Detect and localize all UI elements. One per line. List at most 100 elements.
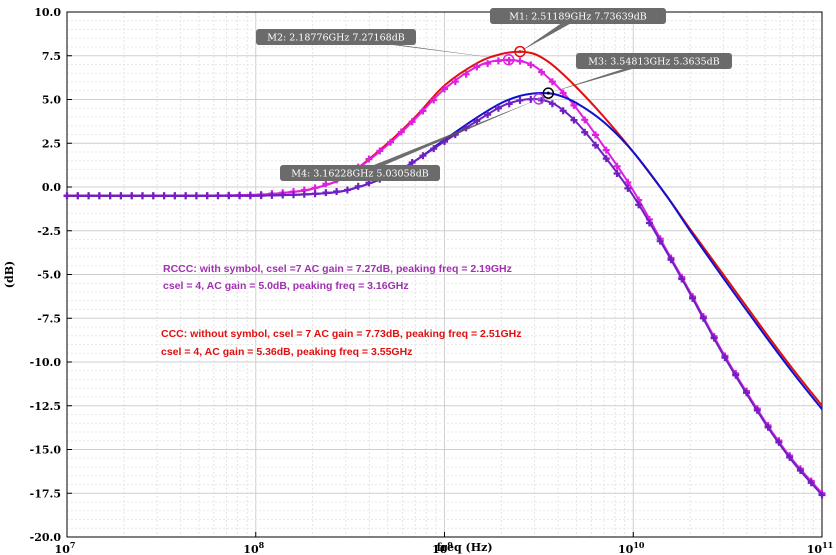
series-symbol — [796, 466, 804, 474]
x-tick-label: 109 — [432, 540, 453, 555]
series-symbol — [667, 256, 675, 264]
series-symbol — [268, 191, 276, 199]
series-symbol — [559, 89, 567, 97]
marker-point-center — [546, 91, 550, 95]
marker-label-box — [576, 53, 732, 69]
series-symbol — [236, 192, 244, 200]
marker-point — [514, 45, 526, 58]
marker-point — [533, 93, 545, 105]
series-symbol — [300, 190, 308, 198]
marker-point — [542, 87, 555, 99]
series-symbol — [753, 406, 761, 414]
x-axis-label: freq (Hz) — [436, 541, 492, 554]
series-symbol — [128, 192, 136, 200]
series-symbol — [592, 131, 599, 139]
series-symbol — [354, 182, 362, 190]
annotation-text: csel = 4, AC gain = 5.0dB, peaking freq … — [163, 280, 409, 292]
series-symbol — [678, 275, 686, 283]
series-symbol — [451, 78, 459, 86]
series-symbol — [624, 184, 632, 192]
marker-label: M3: 3.54813GHz 5.3635dB — [588, 57, 719, 68]
series-symbol — [473, 63, 481, 71]
series-symbol — [408, 159, 416, 167]
marker-point-center — [507, 58, 511, 62]
marker-callout-pointer — [330, 37, 509, 60]
marker-callout-pointer — [354, 98, 539, 173]
series-symbol — [743, 389, 750, 397]
marker-callout-pointer — [520, 16, 584, 52]
series-symbol — [570, 101, 578, 109]
marker-label: M2: 2.18776GHz 7.27168dB — [267, 33, 405, 44]
x-tick-label: 107 — [55, 540, 76, 555]
y-tick-label: 0.0 — [42, 181, 61, 194]
series-symbol — [818, 491, 826, 499]
marker-label-box — [256, 29, 416, 45]
series-symbol — [732, 371, 740, 379]
x-tick-label: 1011 — [807, 540, 833, 555]
y-tick-label: -7.5 — [37, 312, 61, 325]
series-symbol — [225, 192, 233, 200]
series-symbol — [419, 152, 427, 160]
y-tick-label: -12.5 — [30, 400, 61, 413]
series-symbol — [95, 192, 103, 200]
series-symbol — [85, 192, 93, 200]
y-tick-label: -10.0 — [30, 356, 62, 369]
axes: 10.0 7.5 5.0 2.5 0.0 -2.5 -5.0 -7.5 -10.0 -12.5 -1… — [30, 6, 834, 555]
y-tick-label: -2.5 — [37, 225, 61, 238]
series-symbol — [592, 141, 599, 149]
series-symbol — [570, 116, 578, 124]
marker-callout-pointer — [548, 61, 660, 94]
series-symbol — [538, 68, 546, 76]
annotation-text: csel = 4, AC gain = 5.36dB, peaking freq… — [161, 346, 412, 358]
marker-point-center — [537, 97, 541, 101]
series-symbol — [203, 192, 211, 200]
series-symbol — [139, 192, 146, 200]
y-axis-label: (dB) — [3, 261, 16, 288]
series-symbol — [397, 128, 405, 136]
series-symbol — [602, 146, 610, 154]
series-symbol — [581, 116, 589, 124]
annotation-text: RCCC: with symbol, csel =7 AC gain = 7.2… — [163, 263, 512, 275]
series-symbol — [192, 192, 200, 200]
x-tick-label: 1010 — [618, 540, 645, 555]
series-symbol — [548, 100, 556, 108]
series-symbol — [376, 147, 384, 155]
series-symbol — [279, 191, 287, 199]
series-symbol — [182, 192, 190, 200]
series-symbol — [430, 145, 438, 153]
series-symbol — [581, 128, 589, 136]
series-symbol — [430, 96, 438, 104]
series-symbol — [322, 180, 330, 188]
marker-point-center — [518, 50, 522, 54]
y-tick-label: 10.0 — [34, 6, 61, 19]
series-symbol — [527, 61, 535, 69]
series-symbol — [775, 438, 783, 446]
series-symbol — [786, 453, 794, 461]
y-tick-label: 5.0 — [42, 94, 61, 107]
y-tick-label: -17.5 — [30, 487, 61, 500]
series-symbol — [171, 192, 179, 200]
series-symbol — [343, 186, 351, 194]
series-symbol — [764, 423, 772, 431]
series-symbol — [311, 190, 319, 198]
series-symbol — [494, 57, 502, 65]
marker-label-box — [490, 8, 666, 24]
series-symbol — [365, 155, 373, 163]
series-symbol — [602, 155, 610, 163]
series-symbol — [505, 100, 513, 108]
series-symbol — [246, 192, 254, 200]
series-symbol — [699, 314, 707, 322]
series-symbol — [484, 111, 492, 119]
series-symbol — [333, 187, 341, 195]
series-symbol — [689, 294, 697, 302]
series-symbol — [106, 192, 114, 200]
series-symbol — [290, 191, 297, 199]
x-tick-label: 108 — [243, 540, 264, 555]
series-symbol — [559, 107, 567, 115]
series-symbol — [613, 169, 621, 177]
series-symbol — [311, 184, 319, 192]
series-symbol — [548, 78, 556, 86]
series-symbol — [387, 138, 395, 146]
series-symbol — [494, 104, 502, 112]
